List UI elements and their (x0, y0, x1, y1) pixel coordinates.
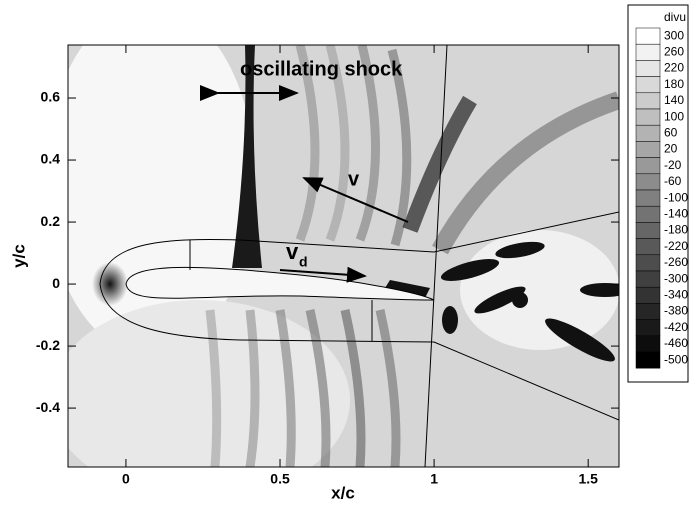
colorbar-swatch (635, 189, 661, 207)
colorbar-swatch (635, 141, 661, 158)
y-tick-label: 0 (52, 275, 60, 291)
contour-field (68, 45, 619, 467)
colorbar-swatch (635, 124, 661, 142)
y-tick-label: -0.2 (36, 337, 60, 353)
annotation: v (348, 168, 360, 190)
colorbar-swatch (635, 157, 661, 175)
colorbar-label: 260 (664, 44, 684, 58)
colorbar-swatch (635, 270, 661, 288)
colorbar-label: -300 (664, 271, 688, 285)
colorbar-swatch (635, 238, 661, 256)
colorbar-label: -20 (664, 158, 682, 172)
colorbar-label: -260 (664, 255, 688, 269)
y-tick-label: -0.4 (36, 399, 60, 415)
colorbar-label: -180 (664, 223, 688, 237)
colorbar-label: -100 (664, 190, 688, 204)
colorbar-label: -460 (664, 336, 688, 350)
annotation: v (286, 239, 299, 264)
colorbar-label: -500 (664, 352, 688, 366)
colorbar-label: -140 (664, 206, 688, 220)
plot-frame (67, 44, 620, 468)
colorbar-label: -380 (664, 304, 688, 318)
colorbar-label: 220 (664, 61, 684, 75)
colorbar-swatch (635, 60, 661, 77)
colorbar-swatch (635, 254, 661, 272)
colorbar-swatch (635, 205, 661, 223)
x-axis-label: x/c (331, 483, 355, 502)
colorbar-label: 140 (664, 93, 684, 107)
colorbar-swatch (635, 222, 661, 239)
annotation-subscript: d (299, 254, 308, 270)
colorbar-label: -60 (664, 174, 682, 188)
colorbar-swatch (635, 76, 661, 94)
colorbar-swatch (635, 351, 661, 369)
y-tick-label: 0.6 (41, 89, 61, 105)
colorbar-swatch (635, 303, 661, 320)
colorbar-swatch (635, 43, 661, 61)
colorbar-label: 300 (664, 28, 684, 42)
colorbar-title: divu (664, 10, 686, 24)
y-axis-label: y/c (9, 244, 28, 268)
colorbar-label: 60 (664, 125, 678, 139)
colorbar-label: -420 (664, 320, 688, 334)
colorbar-swatch (635, 92, 661, 110)
colorbar-swatch (635, 27, 661, 45)
x-tick-label: 1.5 (578, 471, 598, 487)
colorbar-swatch (635, 286, 661, 304)
colorbar-label: -220 (664, 239, 688, 253)
x-tick-label: 1 (430, 471, 438, 487)
y-tick-label: 0.2 (41, 213, 61, 229)
colorbar-swatch (635, 173, 661, 191)
x-tick-label: 0.5 (270, 471, 290, 487)
colorbar-label: 100 (664, 109, 684, 123)
colorbar-swatch (635, 108, 661, 126)
colorbar-label: -340 (664, 287, 688, 301)
colorbar-label: 20 (664, 142, 678, 156)
v-arrow (302, 177, 409, 223)
y-tick-label: 0.4 (41, 151, 61, 167)
vd-arrow (279, 266, 367, 283)
colorbar-label: 180 (664, 77, 684, 91)
colorbar-swatch (635, 335, 661, 353)
x-tick-label: 0 (122, 471, 130, 487)
annotation: oscillating shock (240, 58, 403, 80)
colorbar-swatch (635, 319, 661, 337)
